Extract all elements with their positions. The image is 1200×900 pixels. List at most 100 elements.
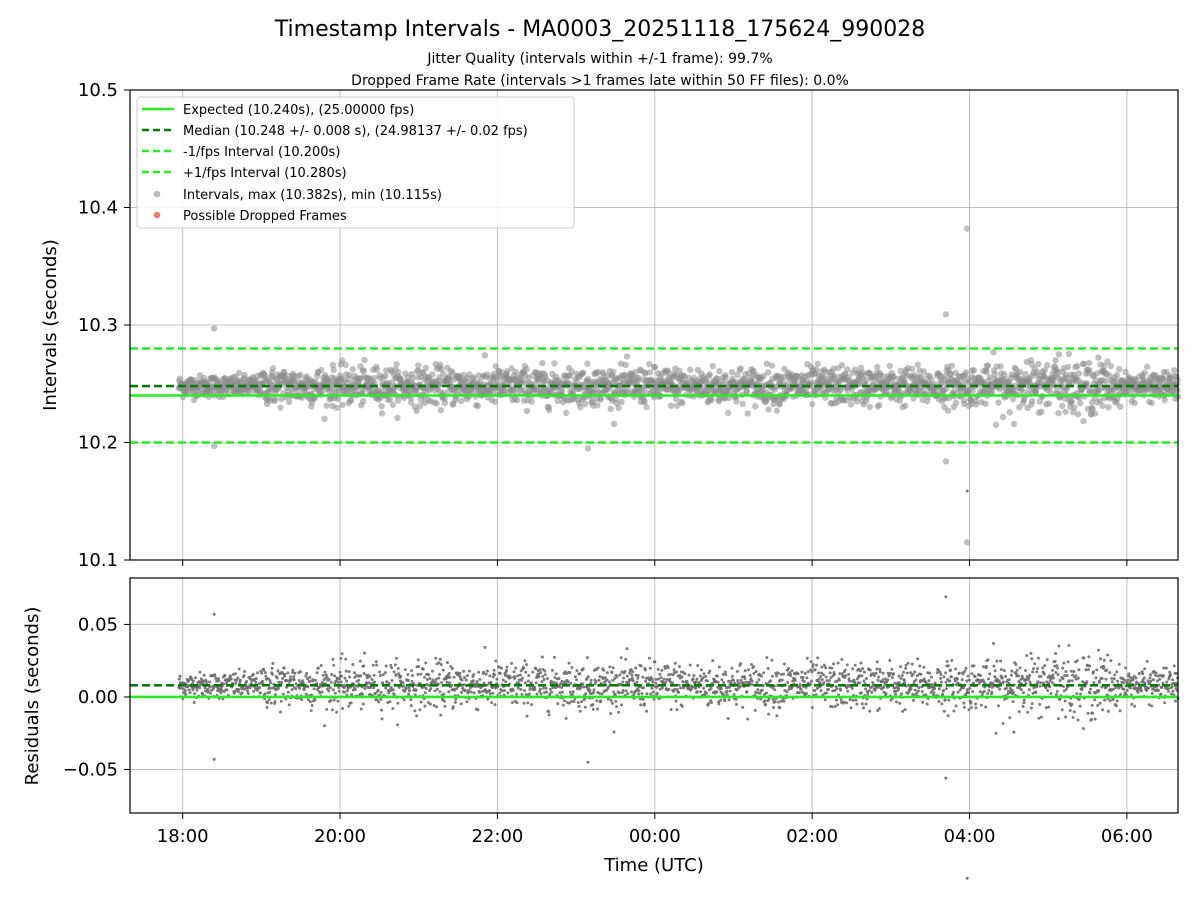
interval-point [457, 397, 465, 405]
residual-point [1169, 673, 1173, 677]
residual-point [1047, 705, 1051, 709]
residual-point [416, 672, 420, 676]
interval-point [1113, 371, 1120, 379]
residual-point [819, 689, 823, 693]
residual-point [1110, 676, 1114, 680]
residual-point [664, 680, 668, 684]
residual-point [531, 670, 535, 674]
residual-point [1088, 664, 1092, 668]
interval-point [1086, 367, 1093, 374]
residual-point [827, 678, 831, 682]
residual-point [268, 690, 272, 694]
interval-point [1020, 388, 1027, 396]
residual-point [913, 670, 917, 674]
residual-point [539, 692, 543, 696]
residual-point [1063, 699, 1067, 703]
residual-point [516, 674, 520, 678]
residual-point [886, 678, 890, 682]
residual-point [1067, 679, 1071, 683]
residual-point [191, 679, 195, 683]
residual-point [643, 668, 647, 672]
residual-point [472, 691, 476, 695]
residual-point [447, 690, 451, 694]
residual-point [308, 675, 312, 679]
residual-point [268, 681, 272, 685]
residual-point [811, 663, 815, 667]
residual-point [315, 671, 319, 675]
residual-point [645, 709, 649, 713]
residual-point [183, 689, 187, 693]
interval-point [1171, 367, 1178, 374]
residual-point [340, 674, 344, 678]
residual-point [438, 690, 442, 694]
residual-point [570, 665, 574, 669]
interval-point [1104, 358, 1111, 365]
residual-point [986, 677, 990, 681]
residual-point [1077, 668, 1081, 672]
interval-point [1036, 398, 1043, 405]
residual-point [527, 692, 531, 696]
residual-point [801, 675, 805, 679]
interval-point [764, 369, 772, 376]
residual-point [302, 688, 306, 692]
residual-point [622, 676, 626, 680]
residual-point [630, 690, 634, 694]
residual-point [903, 708, 907, 712]
residual-point [717, 702, 721, 706]
residual-point [1068, 708, 1072, 712]
residual-point [760, 688, 764, 692]
residual-point [358, 659, 362, 663]
residual-point [984, 705, 988, 709]
residual-point [362, 664, 366, 668]
residual-point [407, 686, 411, 690]
residual-point [764, 691, 768, 695]
residual-point [589, 678, 593, 682]
residual-point [265, 701, 269, 705]
residual-point [631, 670, 635, 674]
residual-point [1142, 676, 1146, 680]
residual-point [805, 656, 809, 660]
residual-point [1121, 681, 1125, 685]
residual-point [849, 706, 853, 710]
interval-point [679, 399, 686, 407]
residual-point [1042, 672, 1046, 676]
x-tick-label: 20:00 [314, 826, 366, 847]
residual-point [611, 666, 615, 670]
residual-point [1029, 706, 1033, 710]
residual-point [1078, 704, 1082, 708]
residual-point [1122, 687, 1126, 691]
residual-point [348, 675, 352, 679]
residual-point [424, 686, 428, 690]
x-tick-label: 06:00 [1101, 826, 1153, 847]
residual-point [899, 676, 903, 680]
residual-point [1030, 702, 1034, 706]
residual-point [280, 677, 284, 681]
residual-point [1009, 673, 1013, 677]
interval-point [1143, 363, 1151, 370]
residual-point [417, 664, 421, 668]
residual-point [498, 671, 502, 675]
residual-point [463, 675, 467, 679]
residual-point [739, 662, 743, 666]
interval-point [983, 367, 990, 374]
residual-point [726, 716, 730, 720]
residual-point [773, 688, 777, 692]
residual-point [1163, 701, 1167, 705]
residual-point [846, 689, 850, 693]
residual-point [453, 688, 457, 692]
residual-point [580, 700, 584, 704]
residual-point [188, 691, 192, 695]
residual-point [471, 679, 475, 683]
interval-point [474, 402, 482, 410]
interval-point [607, 405, 614, 413]
residual-point [394, 673, 398, 677]
residual-point [614, 699, 618, 703]
residual-point [568, 671, 572, 675]
residual-point [848, 698, 852, 702]
residual-point [264, 674, 268, 678]
residual-point [994, 731, 998, 735]
residual-point [248, 686, 252, 690]
residual-point [237, 667, 241, 671]
residual-point [1004, 686, 1008, 690]
residual-point [767, 712, 771, 716]
